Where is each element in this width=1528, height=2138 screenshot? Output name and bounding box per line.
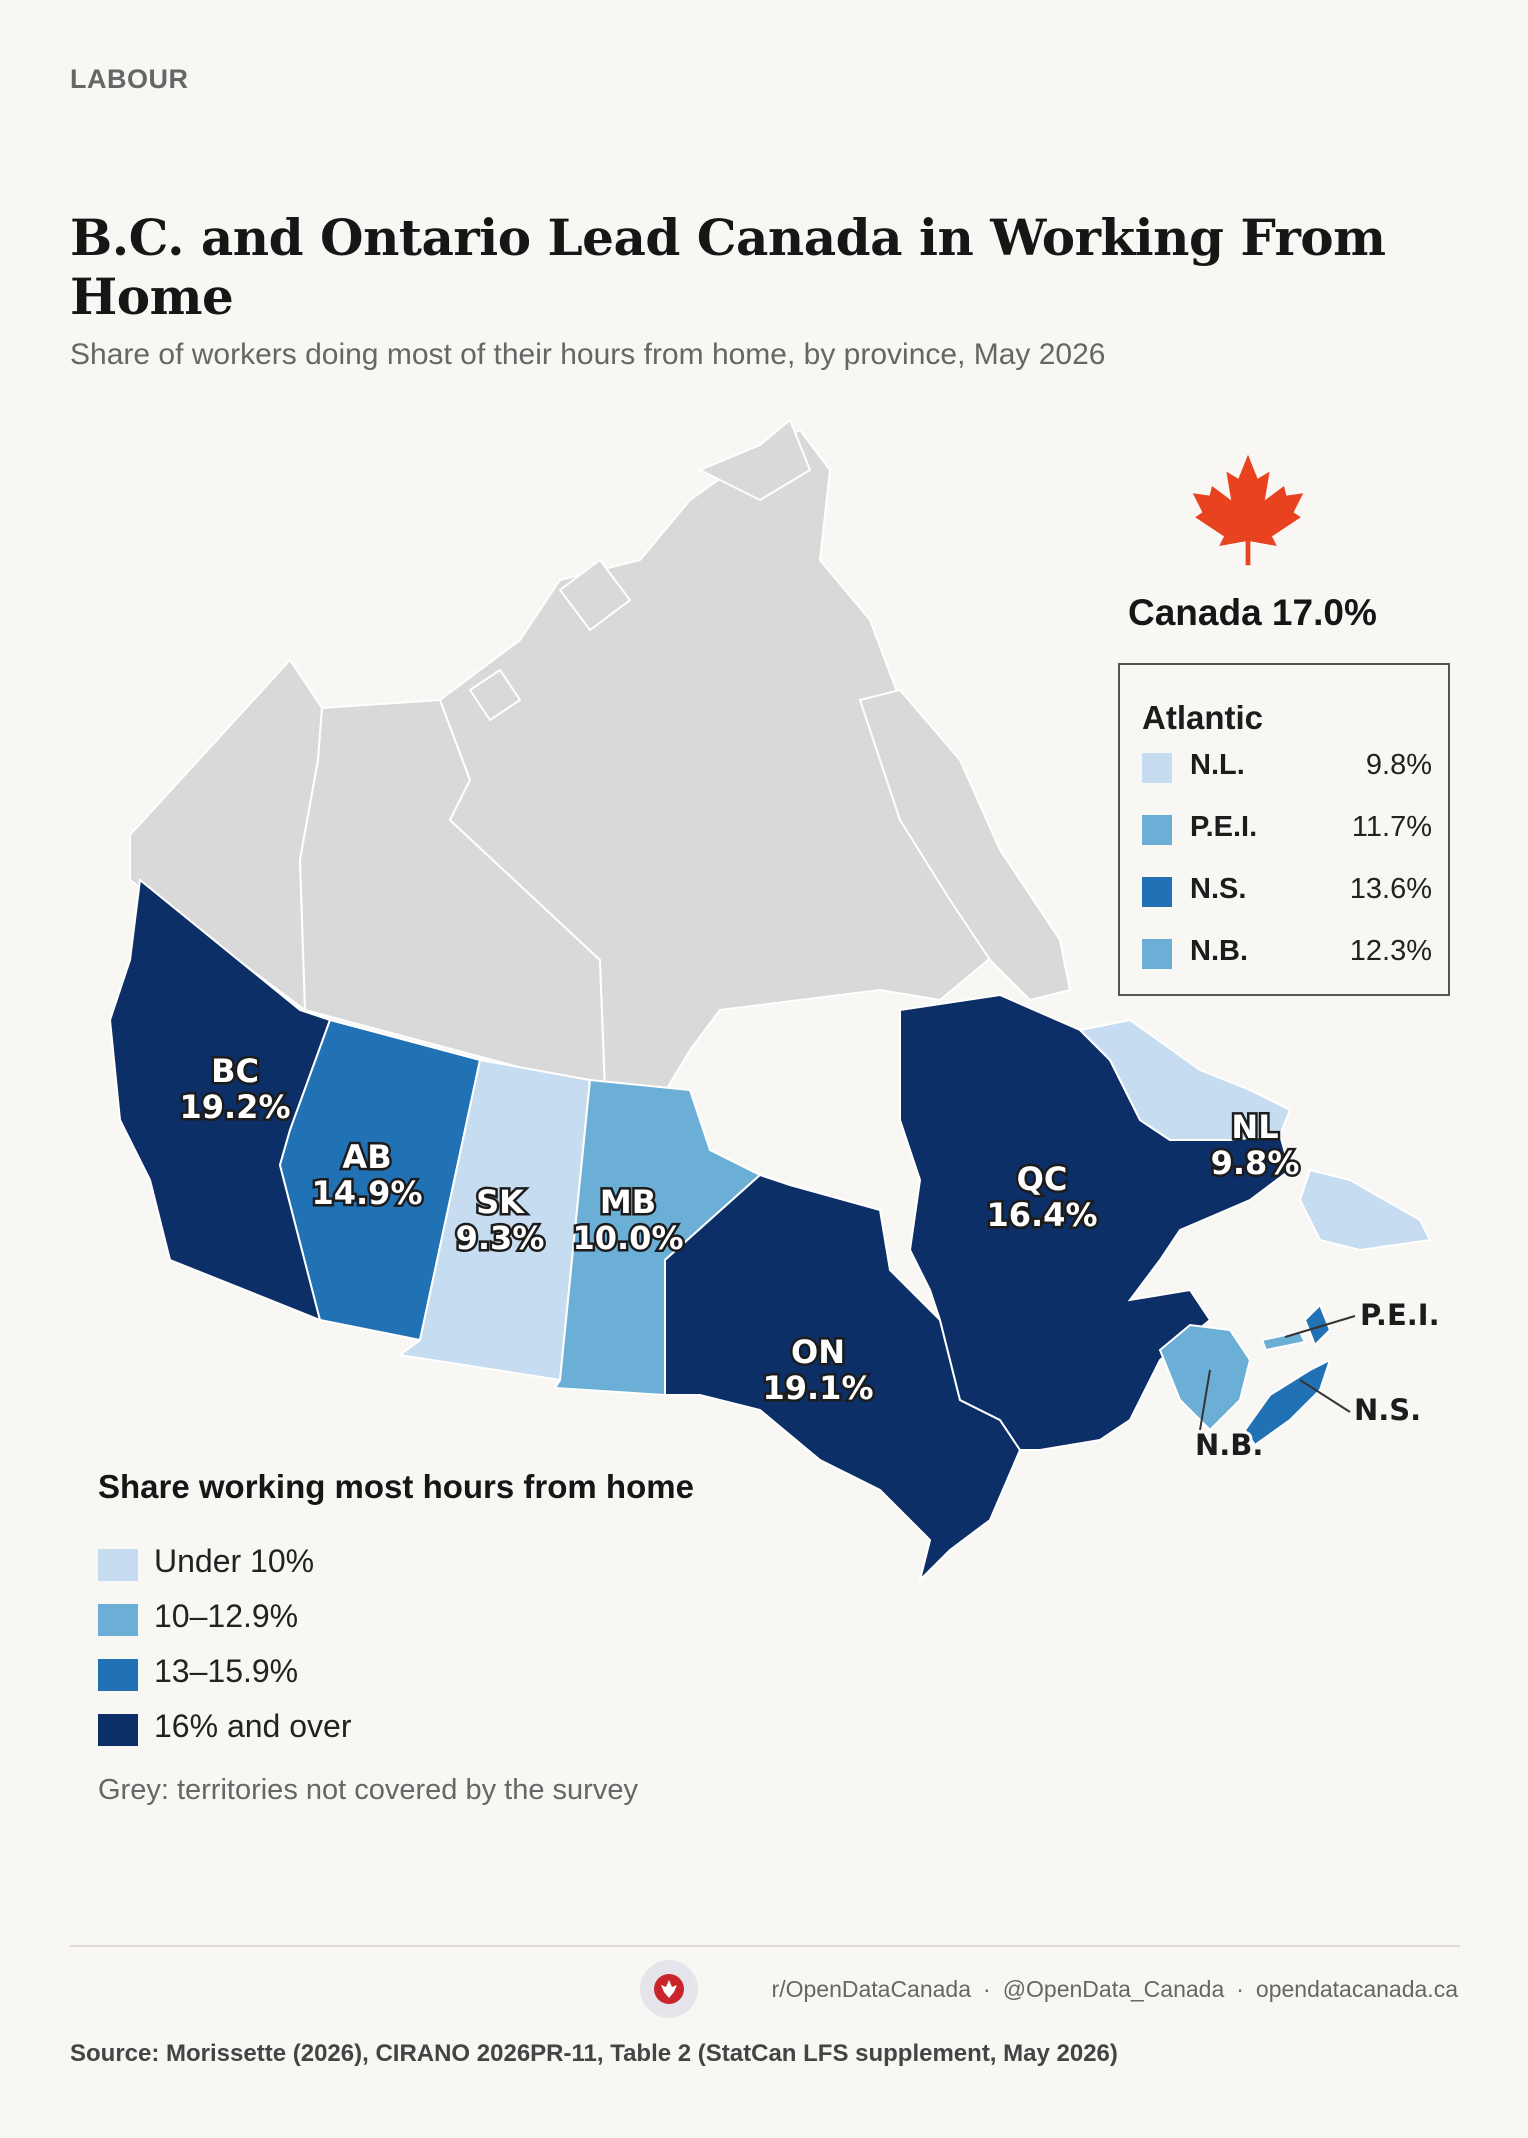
atlantic-province-value: 11.7%	[1351, 811, 1432, 843]
legend-swatch	[98, 1604, 138, 1636]
pei-leader-line	[1284, 1315, 1356, 1338]
atlantic-province-name: N.B.	[1190, 935, 1248, 967]
callout-ns: N.S.	[1354, 1393, 1421, 1427]
separator-dot: ·	[1236, 1976, 1244, 2002]
page-title: B.C. and Ontario Lead Canada in Working …	[70, 208, 1386, 326]
legend-title: Share working most hours from home	[98, 1468, 694, 1505]
province-code-label: AB	[342, 1138, 391, 1176]
province-value-label: 9.8%	[1211, 1144, 1300, 1182]
legend-note: Grey: territories not covered by the sur…	[98, 1774, 638, 1806]
province-sk-shape[interactable]	[397, 1058, 592, 1382]
reddit-link[interactable]: r/OpenDataCanada	[771, 1976, 972, 2002]
arctic-island-shape	[468, 668, 522, 722]
twitter-link[interactable]: @OpenData_Canada	[1002, 1976, 1225, 2002]
section-kicker: LABOUR	[70, 64, 189, 94]
atlantic-row: N.S. 13.6%	[1142, 871, 1432, 911]
atlantic-row: N.B. 12.3%	[1142, 933, 1432, 973]
page-subtitle: Share of workers doing most of their hou…	[70, 338, 1106, 371]
province-ns-shape[interactable]	[1243, 1303, 1332, 1447]
atlantic-swatch	[1142, 753, 1172, 783]
atlantic-province-name: N.S.	[1190, 873, 1247, 905]
callout-leaders	[1199, 1315, 1356, 1431]
ns-leader-line	[1299, 1379, 1351, 1413]
territories-region	[129, 420, 1072, 1102]
province-nl-shape[interactable]	[1077, 1018, 1432, 1252]
legend-swatch	[98, 1714, 138, 1746]
legend-swatch	[98, 1659, 138, 1691]
separator-dot: ·	[983, 1976, 991, 2002]
website-link[interactable]: opendatacanada.ca	[1255, 1976, 1458, 2002]
nb-leader-line	[1199, 1369, 1211, 1431]
source-note: Source: Morissette (2026), CIRANO 2026PR…	[70, 2040, 1118, 2067]
brand-logo-icon	[640, 1960, 698, 2018]
atlantic-province-name: N.L.	[1190, 749, 1245, 781]
province-pei-shape[interactable]	[1260, 1330, 1307, 1352]
atlantic-province-name: P.E.I.	[1190, 811, 1258, 843]
arctic-island-shape	[697, 420, 812, 502]
province-code-label: SK	[476, 1183, 525, 1221]
arctic-island-shape	[558, 558, 632, 632]
baffin-island-shape	[858, 688, 1072, 1002]
province-code-label: BC	[211, 1052, 259, 1090]
atlantic-swatch	[1142, 815, 1172, 845]
atlantic-title: Atlantic	[1142, 699, 1264, 736]
callout-pei: P.E.I.	[1360, 1298, 1440, 1332]
atlantic-row: N.L. 9.8%	[1142, 747, 1432, 787]
province-value-label: 19.2%	[179, 1088, 290, 1126]
atlantic-province-value: 13.6%	[1349, 873, 1432, 905]
national-average: Canada 17.0%	[1128, 592, 1377, 633]
province-nb-shape[interactable]	[1158, 1323, 1252, 1432]
atlantic-province-value: 9.8%	[1365, 749, 1432, 781]
province-on-shape[interactable]	[664, 1173, 1022, 1584]
province-value-label: 19.1%	[762, 1369, 873, 1407]
maple-leaf-icon	[1192, 454, 1304, 566]
province-value-label: 16.4%	[986, 1196, 1097, 1234]
province-code-label: QC	[1017, 1160, 1068, 1198]
province-value-label: 10.0%	[572, 1219, 683, 1257]
atlantic-swatch	[1142, 877, 1172, 907]
province-code-label: NL	[1231, 1108, 1278, 1146]
province-code-label: ON	[791, 1333, 845, 1371]
social-links: r/OpenDataCanada · @OpenData_Canada · openda…	[772, 1976, 1458, 2003]
atlantic-inset-table: Atlantic N.L. 9.8% P.E.I. 11.7% N.S. 13.…	[1118, 663, 1450, 996]
legend-swatch	[98, 1549, 138, 1581]
callout-nb: N.B.	[1195, 1428, 1263, 1462]
province-code-label: MB	[600, 1183, 656, 1221]
province-bc-shape[interactable]	[108, 878, 332, 1322]
legend-label: Under 10%	[154, 1543, 315, 1579]
province-value-label: 14.9%	[311, 1174, 422, 1212]
footer-divider	[70, 1945, 1460, 1947]
atlantic-row: P.E.I. 11.7%	[1142, 809, 1432, 849]
province-value-label: 9.3%	[456, 1219, 545, 1257]
legend-label: 13–15.9%	[154, 1653, 299, 1689]
atlantic-province-value: 12.3%	[1349, 935, 1432, 967]
legend-label: 16% and over	[154, 1708, 352, 1744]
atlantic-swatch	[1142, 939, 1172, 969]
legend-label: 10–12.9%	[154, 1598, 299, 1634]
